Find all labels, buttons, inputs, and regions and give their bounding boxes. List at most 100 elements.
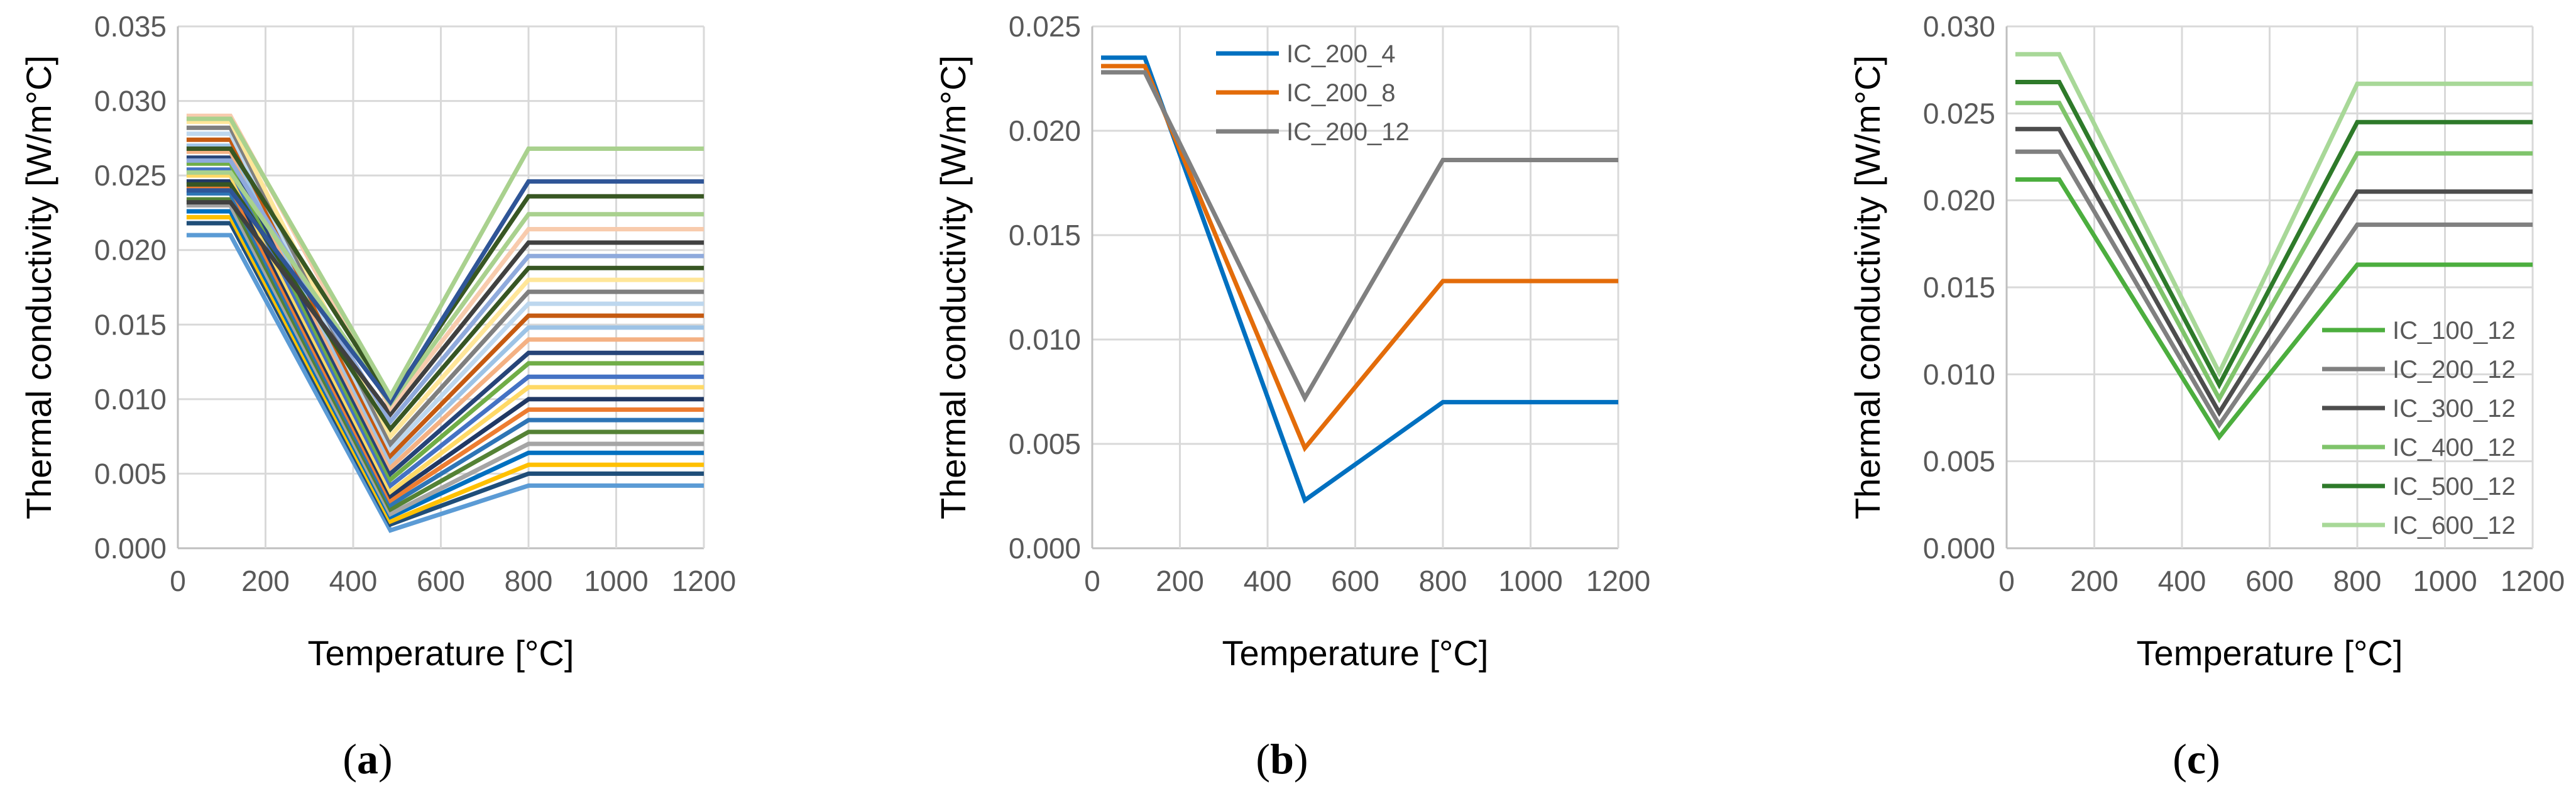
x-tick-label: 600 (417, 565, 465, 597)
series-line-s22 (186, 200, 704, 418)
series-line-IC_200_8 (1101, 64, 1618, 453)
chart-panel-b: 0.000 0.005 0.010 0.015 0.020 0.025 0 200 400 600… (933, 10, 1650, 783)
x-tick-label: 1200 (2501, 565, 2565, 597)
y-tick-label: 0.025 (1923, 97, 1995, 130)
x-tick-label: 800 (2333, 565, 2382, 597)
series-line-s1 (186, 233, 704, 533)
legend-label: IC_200_4 (1286, 40, 1395, 68)
series-line-s12 (186, 161, 704, 483)
legend-label: IC_600_12 (2392, 512, 2516, 539)
x-tick-label: 800 (1419, 565, 1467, 597)
x-tick-label: 1200 (1586, 565, 1650, 597)
series-line-s18 (186, 125, 704, 448)
x-tick-label: 1000 (584, 565, 648, 597)
legend-label: IC_100_12 (2392, 317, 2516, 345)
series-line-s9 (186, 179, 704, 500)
series-line-IC_200_4 (1101, 55, 1618, 504)
y-tick-label: 0.005 (94, 457, 167, 490)
series-line-s23 (186, 113, 704, 412)
y-tick-label: 0.000 (94, 532, 167, 565)
series-line-s4 (186, 209, 704, 520)
y-tick-label: 0.025 (94, 159, 167, 192)
x-tick-label: 200 (1156, 565, 1204, 597)
series-line-IC_600_12 (2015, 52, 2533, 378)
y-tick-label: 0.010 (94, 383, 167, 416)
x-tick-label: 600 (2245, 565, 2294, 597)
chart-panel-c: 0.000 0.005 0.010 0.015 0.020 0.025 0.030 0 200 4… (1848, 10, 2565, 783)
legend-label: IC_200_12 (1286, 118, 1410, 146)
x-tick-label: 800 (505, 565, 553, 597)
y-tick-label: 0.015 (94, 308, 167, 341)
y-tick-label: 0.010 (1923, 358, 1995, 390)
y-axis-title: Thermal conductivity [W/m°C] (19, 55, 58, 519)
series-line-s8 (186, 185, 704, 504)
series-line-s14 (186, 149, 704, 472)
series-line-s27 (186, 116, 704, 401)
legend-label: IC_200_8 (1286, 79, 1395, 107)
panel-label: (a) (343, 735, 392, 783)
series-line-IC_200_12 (2015, 149, 2533, 429)
series-line-s10 (186, 173, 704, 495)
x-axis-title: Temperature [°C] (2137, 633, 2403, 673)
series-line-IC_400_12 (2015, 101, 2533, 404)
x-tick-label: 0 (170, 565, 186, 597)
series-line-s20 (186, 182, 704, 433)
y-tick-label: 0.015 (1009, 219, 1081, 251)
y-tick-label: 0.015 (1923, 271, 1995, 304)
legend: IC_200_4 IC_200_8 IC_200_12 (1216, 40, 1410, 146)
x-tick-label: 1200 (672, 565, 736, 597)
series-line-s21 (186, 158, 704, 426)
y-tick-label: 0.000 (1009, 532, 1081, 565)
y-tick-label: 0.010 (1009, 323, 1081, 356)
series-line-s17 (186, 131, 704, 454)
legend-label: IC_300_12 (2392, 395, 2516, 423)
series-line-s19 (186, 119, 704, 441)
x-tick-label: 1000 (1498, 565, 1562, 597)
panel-label: (b) (1256, 735, 1308, 783)
y-tick-label: 0.000 (1923, 532, 1995, 565)
series-line-s11 (186, 167, 704, 489)
legend-label: IC_400_12 (2392, 434, 2516, 461)
y-tick-label: 0.005 (1923, 445, 1995, 478)
y-tick-label: 0.025 (1009, 10, 1081, 43)
y-tick-label: 0.030 (1923, 10, 1995, 43)
y-tick-label: 0.020 (94, 234, 167, 267)
x-tick-label: 400 (1244, 565, 1292, 597)
y-tick-label: 0.005 (1009, 428, 1081, 460)
series-line-s26 (186, 179, 704, 406)
x-tick-label: 0 (1998, 565, 2015, 597)
series-line-s13 (186, 155, 704, 477)
x-tick-label: 200 (241, 565, 290, 597)
series-line-s5 (186, 203, 704, 517)
y-tick-label: 0.035 (94, 10, 167, 43)
series-line-s3 (186, 215, 704, 524)
series-line-IC_100_12 (2015, 177, 2533, 441)
x-tick-label: 0 (1084, 565, 1100, 597)
x-tick-label: 1000 (2413, 565, 2477, 597)
y-tick-label: 0.020 (1923, 184, 1995, 217)
series-line-s15 (186, 143, 704, 466)
x-tick-label: 200 (2070, 565, 2118, 597)
series-line-IC_200_12 (1101, 70, 1618, 403)
series-line-IC_300_12 (2015, 126, 2533, 417)
x-tick-label: 400 (329, 565, 378, 597)
x-axis-title: Temperature [°C] (308, 633, 574, 673)
y-axis-title: Thermal conductivity [W/m°C] (1848, 55, 1887, 519)
x-tick-label: 600 (1331, 565, 1379, 597)
legend-label: IC_200_12 (2392, 356, 2516, 384)
y-tick-label: 0.020 (1009, 114, 1081, 147)
x-axis-title: Temperature [°C] (1222, 633, 1489, 673)
series-line-s2 (186, 221, 704, 528)
x-tick-label: 400 (2158, 565, 2206, 597)
y-axis-title: Thermal conductivity [W/m°C] (933, 55, 973, 519)
chart-panel-a: 0.000 0.005 0.010 0.015 0.020 0.025 0.030 0.035… (19, 10, 736, 783)
series-line-s6 (186, 197, 704, 513)
series-line-s16 (186, 137, 704, 460)
series-line-IC_500_12 (2015, 80, 2533, 390)
panel-label: (c) (2173, 735, 2220, 783)
series-line-s7 (186, 191, 704, 509)
y-tick-label: 0.030 (94, 85, 167, 118)
legend: IC_100_12 IC_200_12 IC_300_12 IC_400_12 IC_5… (2322, 317, 2516, 539)
legend-label: IC_500_12 (2392, 473, 2516, 500)
